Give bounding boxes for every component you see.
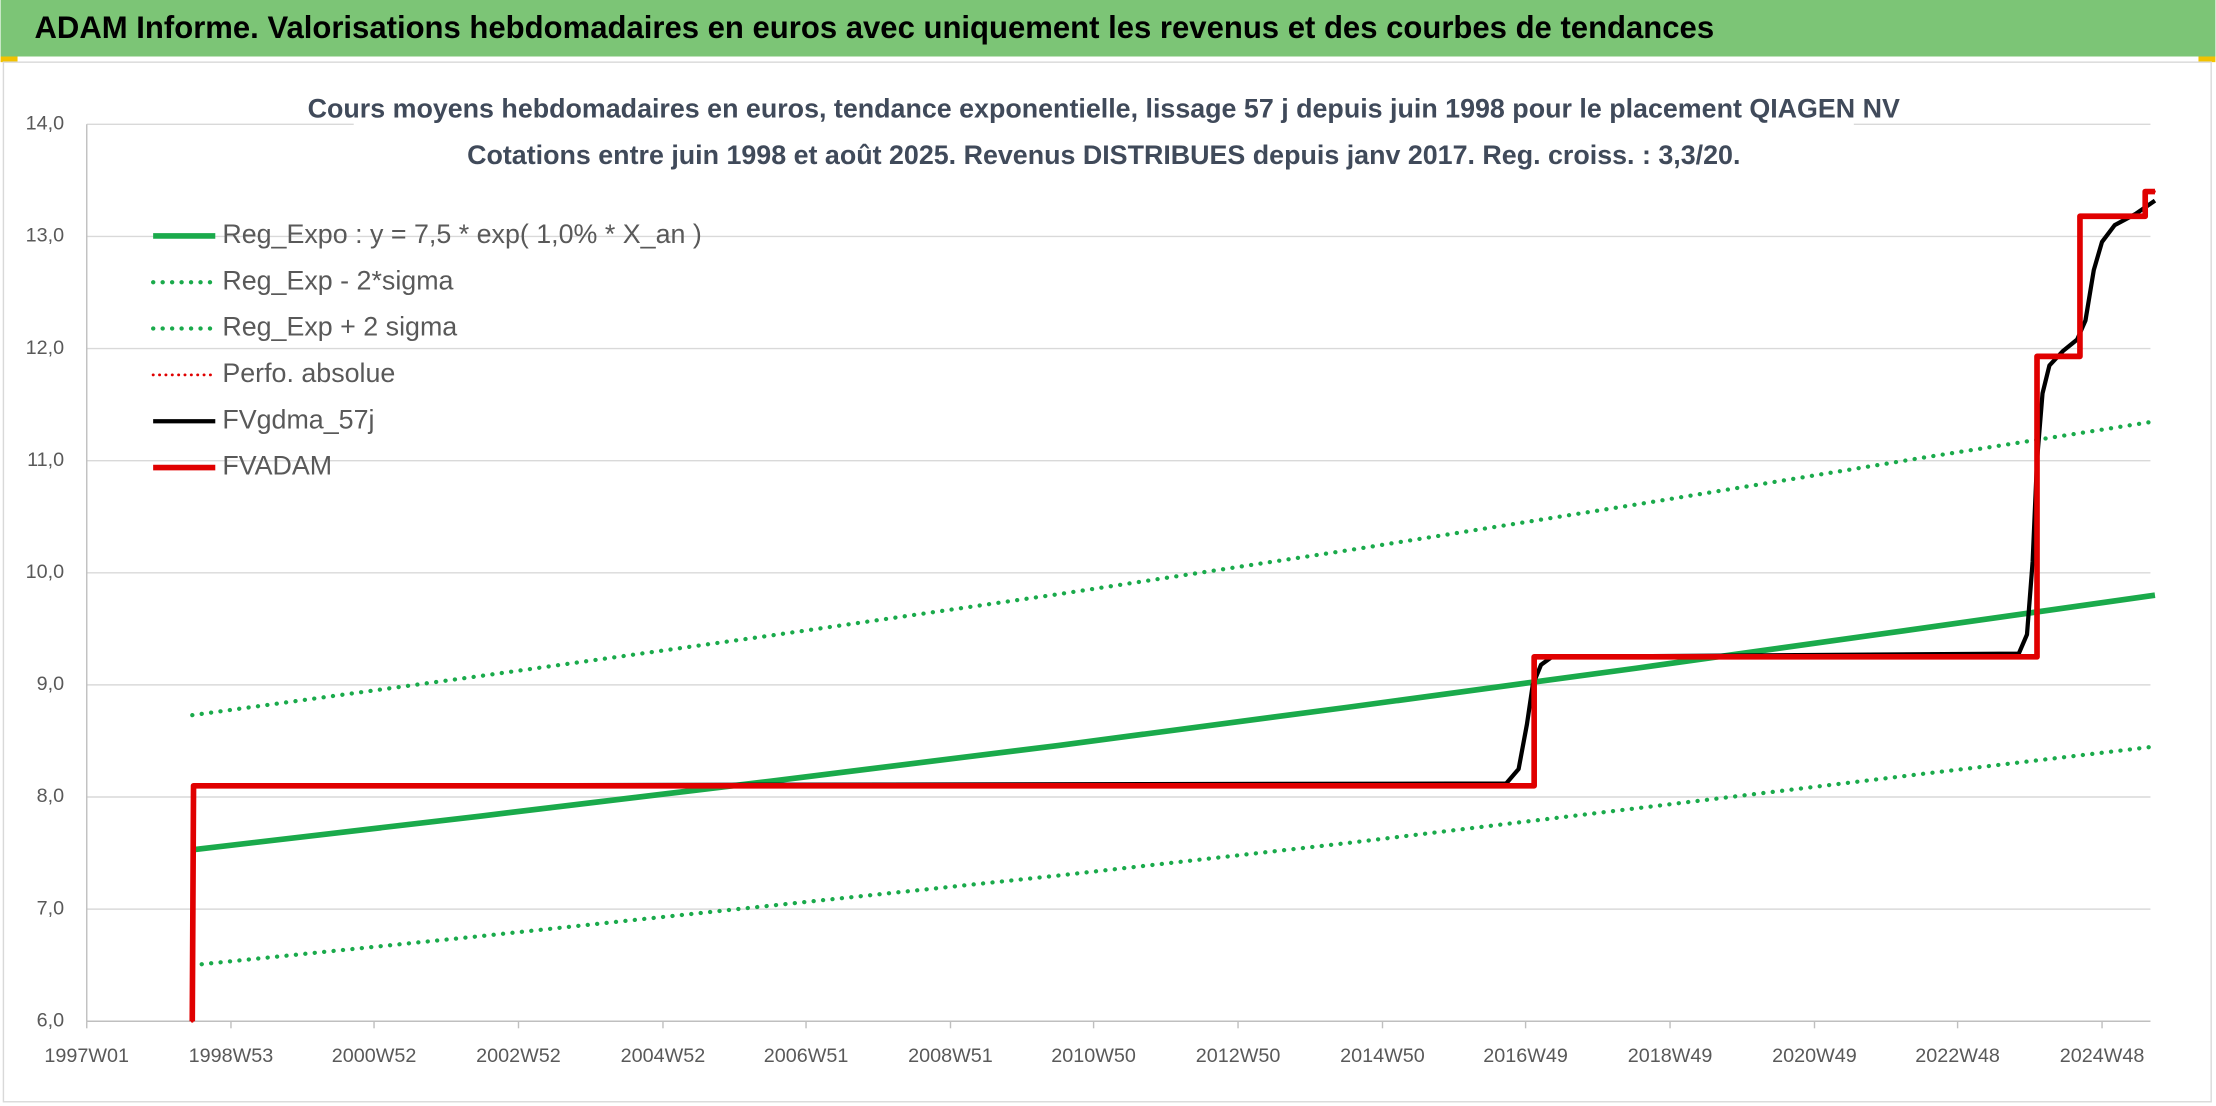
y-tick-label: 12,0: [26, 337, 64, 359]
x-tick-label: 2006W51: [764, 1045, 849, 1067]
legend-label: Reg_Exp + 2 sigma: [222, 312, 457, 342]
y-tick-label: 8,0: [37, 785, 64, 807]
y-tick-label: 6,0: [37, 1009, 64, 1031]
x-tick-label: 1997W01: [44, 1045, 129, 1067]
x-tick-label: 2014W50: [1340, 1045, 1425, 1067]
title-background: [353, 93, 1854, 178]
x-tick-label: 2024W48: [2060, 1045, 2145, 1067]
legend-label: Perfo. absolue: [222, 358, 395, 388]
legend-label: FVADAM: [222, 451, 332, 481]
legend-label: Reg_Expo : y = 7,5 * exp( 1,0% * X_an ): [222, 219, 701, 249]
x-tick-label: 2020W49: [1772, 1045, 1857, 1067]
y-tick-label: 9,0: [37, 673, 64, 695]
y-tick-label: 10,0: [26, 561, 64, 583]
series-line: [191, 592, 2156, 853]
y-tick-label: 13,0: [26, 225, 64, 247]
series-line: [189, 188, 2155, 1022]
x-tick-label: 2000W52: [332, 1045, 417, 1067]
series-line: [190, 419, 2158, 718]
x-tick-label: 2008W51: [908, 1045, 993, 1067]
header-title: ADAM Informe. Valorisations hebdomadaire…: [34, 10, 1714, 45]
x-tick-label: 1998W53: [189, 1045, 274, 1067]
x-tick-label: 2022W48: [1915, 1045, 2000, 1067]
y-tick-label: 7,0: [37, 897, 64, 919]
x-tick-label: 2016W49: [1483, 1045, 1568, 1067]
y-tick-label: 14,0: [26, 113, 64, 135]
chart-area: [2, 61, 2212, 1103]
chart-title: Cours moyens hebdomadaires en euros, ten…: [308, 93, 1900, 123]
x-tick-label: 2010W50: [1051, 1045, 1136, 1067]
corner-mark: [2198, 56, 2216, 63]
legend-label: FVgdma_57j: [222, 404, 374, 434]
header-bar: [0, 0, 2216, 57]
x-tick-label: 2002W52: [476, 1045, 561, 1067]
x-tick-label: 2018W49: [1628, 1045, 1713, 1067]
x-tick-label: 2012W50: [1196, 1045, 1281, 1067]
x-tick-label: 2004W52: [621, 1045, 706, 1067]
series-line: [190, 744, 2158, 968]
corner-mark: [0, 56, 18, 63]
chart-subtitle: Cotations entre juin 1998 et août 2025. …: [467, 140, 1740, 170]
legend-label: Reg_Exp - 2*sigma: [222, 265, 453, 295]
y-tick-label: 11,0: [27, 449, 64, 471]
